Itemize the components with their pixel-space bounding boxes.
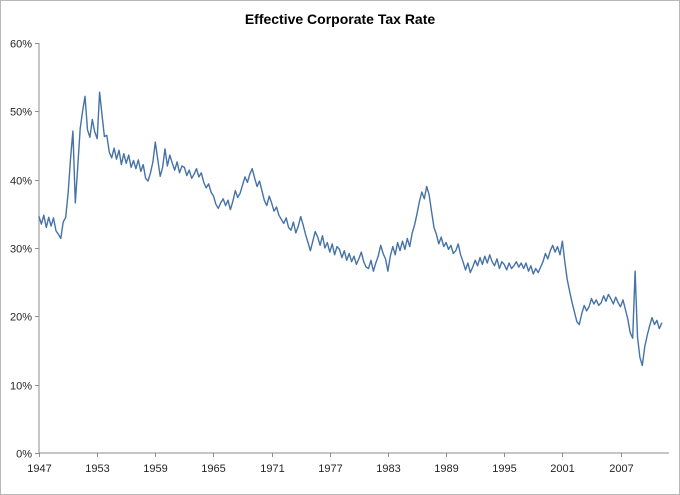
x-tick-label: 2007: [609, 463, 633, 475]
x-tick-label: 1977: [318, 463, 342, 475]
y-tick-label: 50%: [10, 107, 32, 119]
x-tick-label: 1995: [492, 463, 516, 475]
y-tick-label: 40%: [10, 176, 32, 188]
x-tick-label: 1983: [376, 463, 400, 475]
data-series-line: [38, 91, 663, 367]
x-tick-label: 1989: [434, 463, 458, 475]
x-tick-label: 1947: [27, 463, 51, 475]
y-tick-label: 30%: [10, 244, 32, 256]
y-tick-label: 20%: [10, 312, 32, 324]
x-tick-label: 1971: [260, 463, 284, 475]
y-tick-label: 60%: [10, 39, 32, 51]
y-tick-label: 0%: [16, 449, 32, 461]
x-tick-label: 1953: [85, 463, 109, 475]
axis-lines: [38, 43, 669, 454]
x-tick-label: 2001: [550, 463, 574, 475]
y-tick-label: 10%: [10, 381, 32, 393]
chart-title: Effective Corporate Tax Rate: [244, 11, 436, 27]
x-tick-label: 1959: [143, 463, 167, 475]
x-tick-label: 1965: [201, 463, 225, 475]
